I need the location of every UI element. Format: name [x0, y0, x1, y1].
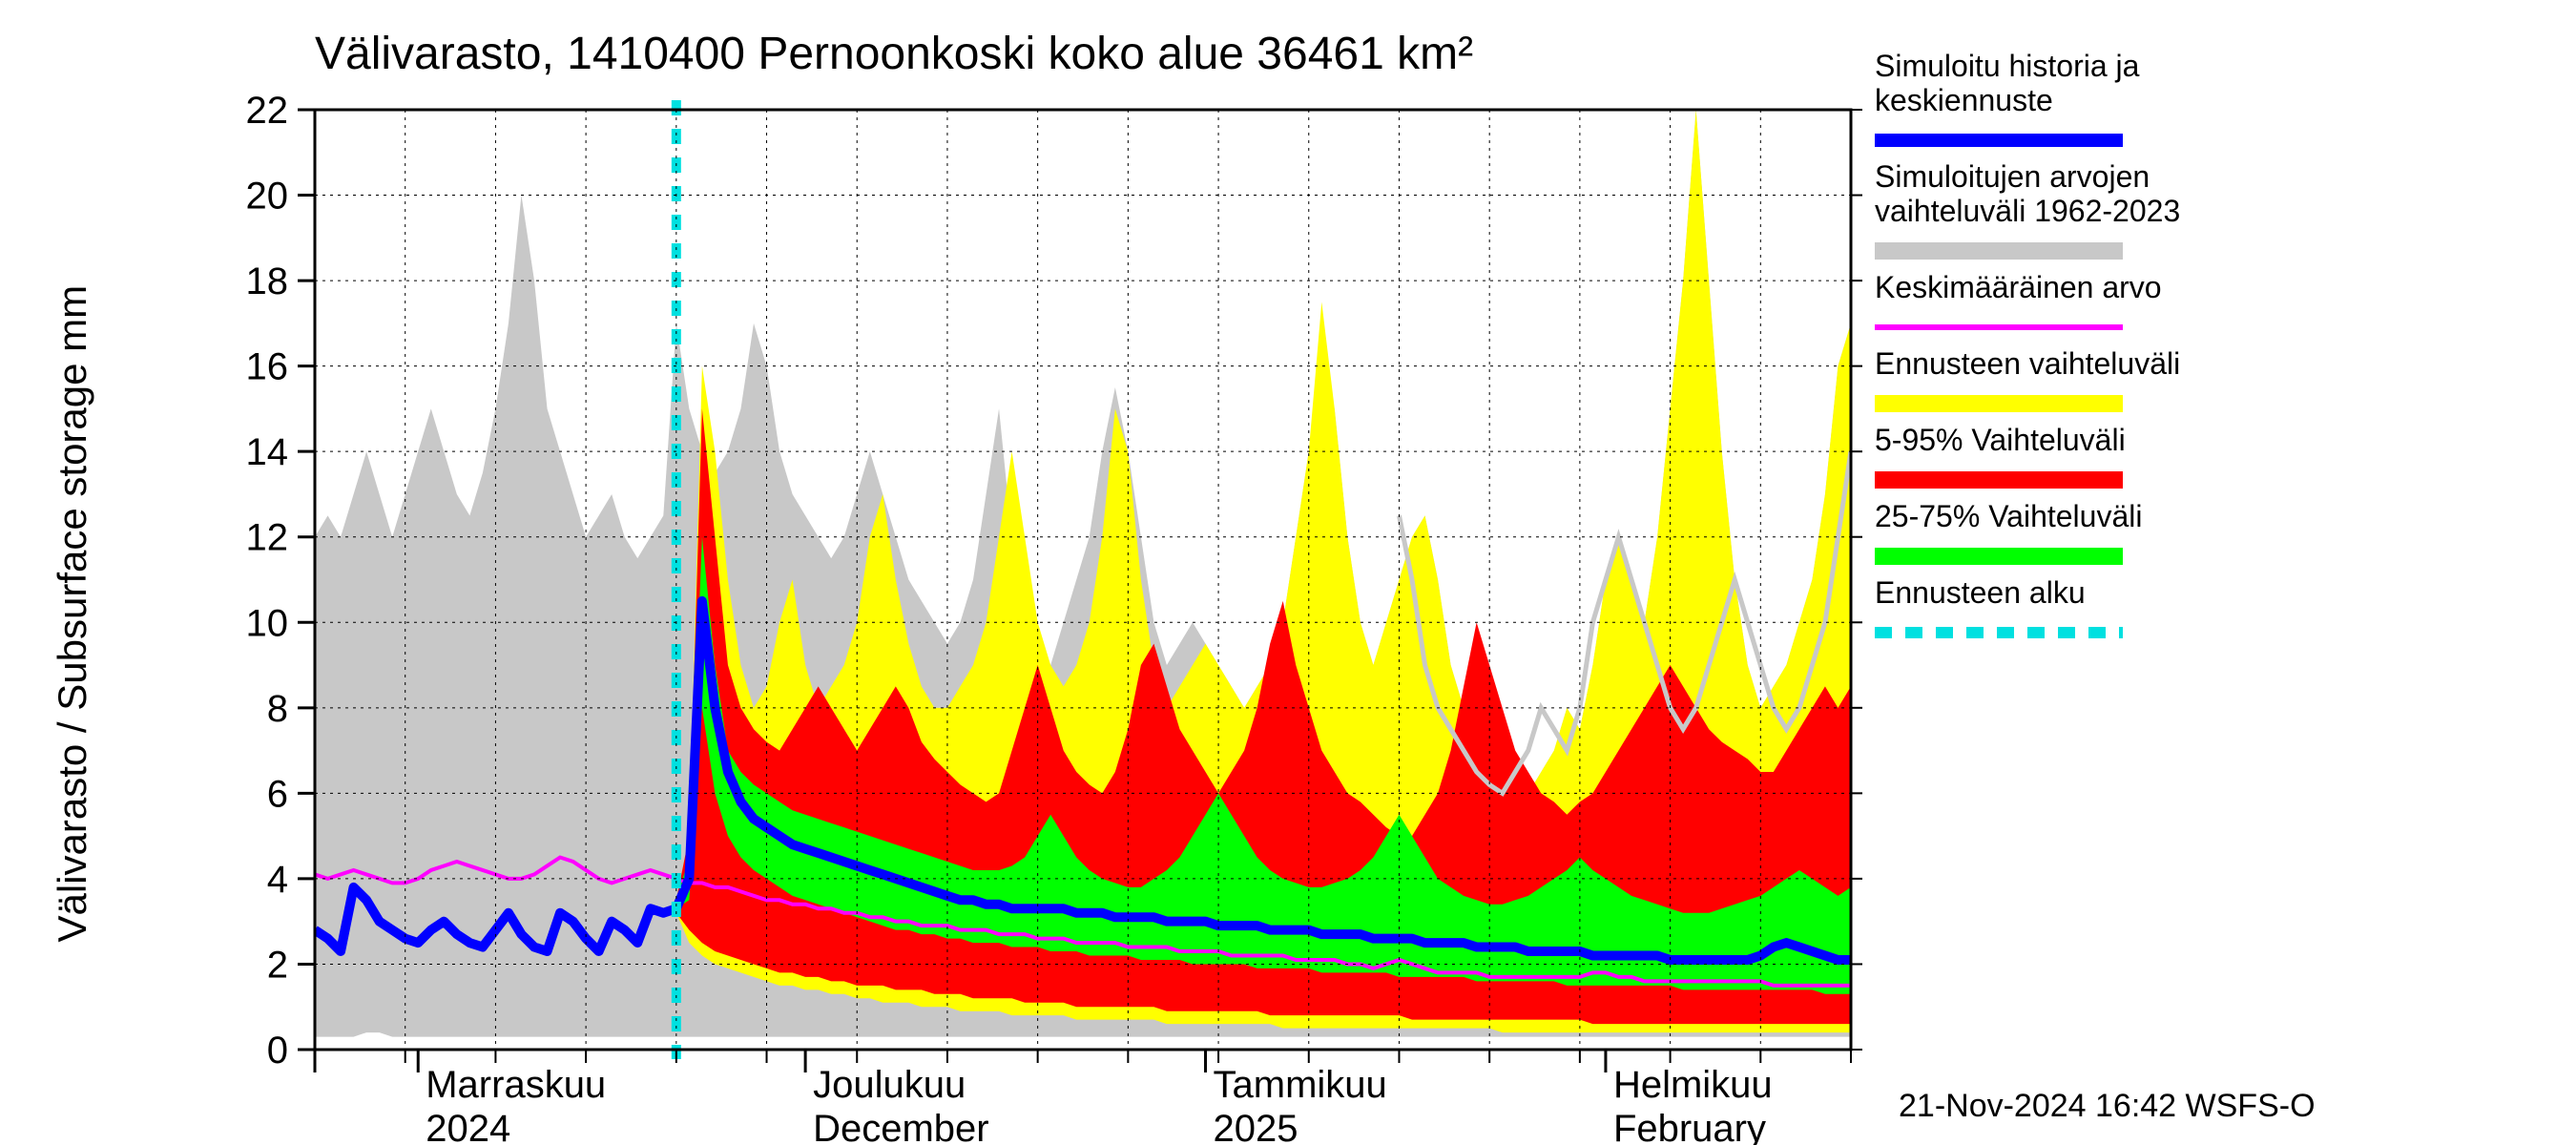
- legend-swatch: [1875, 471, 2123, 489]
- y-tick-label: 10: [246, 602, 289, 644]
- y-tick-label: 14: [246, 431, 289, 473]
- y-tick-label: 6: [267, 773, 288, 815]
- x-month-label-en: February: [1613, 1108, 1766, 1145]
- legend-swatch: [1875, 242, 2123, 260]
- y-tick-label: 8: [267, 688, 288, 730]
- y-tick-label: 22: [246, 90, 289, 132]
- y-tick-label: 16: [246, 346, 289, 388]
- y-tick-label: 12: [246, 517, 289, 559]
- legend-label: Simuloitu historia ja: [1875, 49, 2140, 83]
- timestamp-footer: 21-Nov-2024 16:42 WSFS-O: [1899, 1088, 2316, 1124]
- legend-label: Simuloitujen arvojen: [1875, 159, 2150, 194]
- x-month-label-fi: Helmikuu: [1613, 1064, 1773, 1106]
- legend-label: vaihteluväli 1962-2023: [1875, 194, 2180, 228]
- legend-swatch: [1875, 395, 2123, 412]
- x-month-label-en: 2025: [1214, 1108, 1298, 1145]
- subsurface-storage-chart: 0 2 4 6 8 10 12 14 16 18 20 22 Marraskuu2024 Joulukuu…: [0, 0, 2576, 1145]
- legend-label: keskiennuste: [1875, 83, 2053, 117]
- x-month-label-fi: Tammikuu: [1214, 1064, 1387, 1106]
- y-tick-label: 20: [246, 176, 289, 218]
- x-month-label-en: 2024: [426, 1108, 510, 1145]
- y-tick-label: 0: [267, 1030, 288, 1072]
- legend-label: Ennusteen vaihteluväli: [1875, 346, 2180, 381]
- legend-label: 25-75% Vaihteluväli: [1875, 499, 2142, 533]
- legend-swatch: [1875, 548, 2123, 565]
- legend-label: Ennusteen alku: [1875, 575, 2086, 610]
- y-axis-title: Välivarasto / Subsurface storage mm: [50, 285, 94, 943]
- chart-title: Välivarasto, 1410400 Pernoonkoski koko a…: [315, 29, 1473, 79]
- legend-label: Keskimääräinen arvo: [1875, 270, 2162, 304]
- x-month-label-fi: Joulukuu: [813, 1064, 966, 1106]
- y-tick-label: 18: [246, 260, 289, 302]
- y-tick-label: 4: [267, 859, 288, 901]
- legend-label: 5-95% Vaihteluväli: [1875, 423, 2126, 457]
- x-month-label-en: December: [813, 1108, 989, 1145]
- x-month-label-fi: Marraskuu: [426, 1064, 606, 1106]
- y-tick-label: 2: [267, 944, 288, 986]
